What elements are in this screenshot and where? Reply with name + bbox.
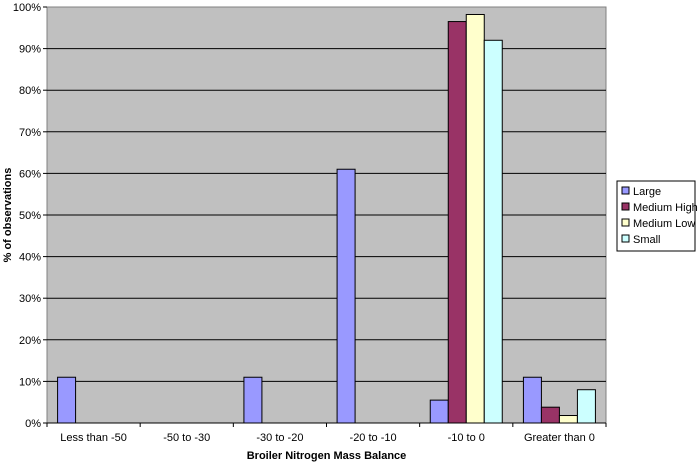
y-tick-label: 40% xyxy=(19,252,41,264)
x-axis-ticks: Less than -50 -50 to -30 -30 to -20 -20 to … xyxy=(46,423,607,444)
y-tick-label: 20% xyxy=(19,335,41,347)
y-axis-ticks: 0% 10% 20% 30% 40% 50% 60% 70% 80% 90% 100% xyxy=(13,2,47,430)
y-tick-label: 0% xyxy=(25,418,41,430)
legend: Large Medium High Medium Low Small xyxy=(616,180,698,252)
bars xyxy=(47,13,606,424)
bar-large xyxy=(336,168,356,424)
bar-medium-high xyxy=(540,406,560,424)
y-tick-label: 10% xyxy=(19,376,41,388)
legend-box xyxy=(616,180,696,252)
legend-swatch xyxy=(621,202,630,211)
x-tick-label: -30 to -20 xyxy=(256,432,303,444)
bar-medium-low xyxy=(465,13,485,424)
gridlines xyxy=(47,48,606,382)
legend-label: Small xyxy=(633,234,661,246)
legend-swatch xyxy=(621,218,630,227)
bar-medium-high xyxy=(447,21,467,424)
y-tick-label: 70% xyxy=(19,127,41,139)
y-tick-label: 100% xyxy=(13,2,41,14)
y-tick-label: 50% xyxy=(19,210,41,222)
bar-large xyxy=(522,376,542,424)
bar-large xyxy=(429,399,449,424)
x-tick-label: -50 to -30 xyxy=(163,432,210,444)
x-axis-title: Broiler Nitrogen Mass Balance xyxy=(247,450,407,462)
x-tick-label: Greater than 0 xyxy=(524,432,595,444)
legend-swatch xyxy=(621,234,630,243)
bar-medium-low xyxy=(558,415,578,424)
bar-small xyxy=(483,39,503,424)
bar-small xyxy=(576,389,596,424)
y-tick-label: 30% xyxy=(19,293,41,305)
bar-large xyxy=(57,376,77,424)
y-tick-label: 90% xyxy=(19,44,41,56)
y-tick-label: 60% xyxy=(19,168,41,180)
legend-label: Medium Low xyxy=(633,218,695,230)
legend-label: Medium High xyxy=(633,202,698,214)
legend-label: Large xyxy=(633,186,661,198)
y-tick-label: 80% xyxy=(19,85,41,97)
x-tick-label: Less than -50 xyxy=(60,432,127,444)
legend-swatch xyxy=(621,186,630,195)
y-axis-title: % of observations xyxy=(2,168,14,263)
bar-large xyxy=(243,376,263,424)
x-tick-label: -10 to 0 xyxy=(448,432,485,444)
x-tick-label: -20 to -10 xyxy=(350,432,397,444)
